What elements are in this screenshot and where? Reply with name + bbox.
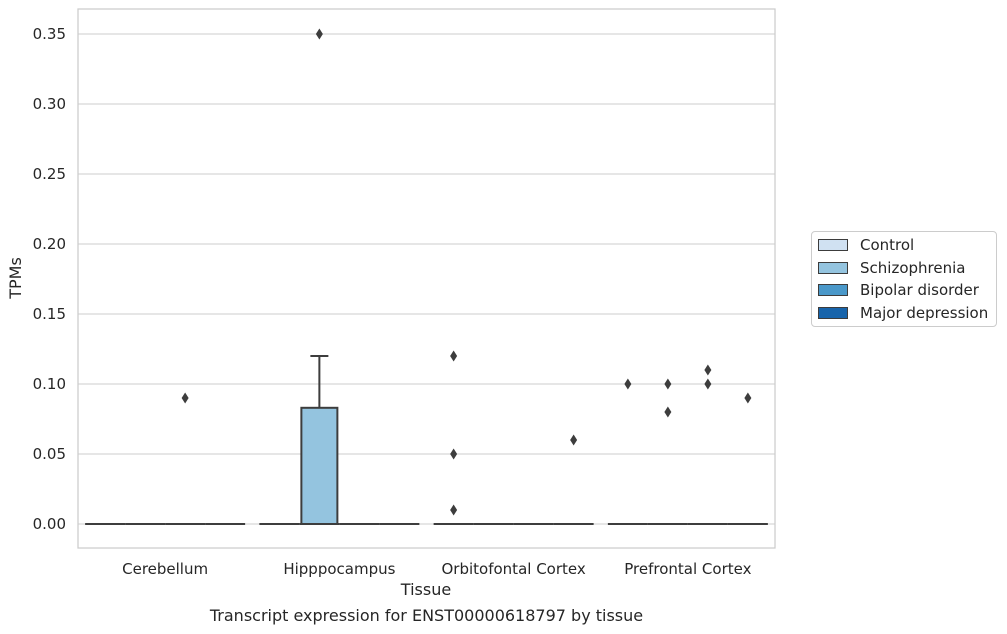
y-tick-labels: 0.00 0.05 0.10 0.15 0.20 0.25 0.30 0.35 bbox=[33, 25, 66, 533]
x-tick-labels: Cerebellum Hipppocampus Orbitofontal Corte… bbox=[122, 560, 751, 578]
box-schizophrenia-hipppocampus bbox=[299, 355, 340, 525]
legend-swatch-major-depression bbox=[818, 307, 848, 319]
y-tick-label: 0.00 bbox=[33, 515, 66, 533]
box-body bbox=[300, 406, 339, 525]
legend-swatch-schizophrenia bbox=[818, 262, 848, 274]
y-axis-label: TPMs bbox=[6, 257, 25, 300]
x-tick-label: Orbitofontal Cortex bbox=[442, 560, 586, 578]
outlier-point bbox=[704, 364, 712, 376]
x-tick-label: Hipppocampus bbox=[283, 560, 395, 578]
outlier-point bbox=[315, 28, 323, 40]
y-tick-label: 0.10 bbox=[33, 375, 66, 393]
x-tick-label: Prefrontal Cortex bbox=[624, 560, 751, 578]
box-layer bbox=[85, 355, 768, 525]
outlier-point bbox=[744, 392, 752, 404]
x-tick-label: Cerebellum bbox=[122, 560, 208, 578]
outlier-point bbox=[664, 406, 672, 418]
outlier-point bbox=[181, 392, 189, 404]
y-tick-label: 0.20 bbox=[33, 235, 66, 253]
plot-area-frame bbox=[77, 8, 776, 549]
legend: Control Schizophrenia Bipolar disorder M… bbox=[811, 231, 997, 327]
y-tick-label: 0.25 bbox=[33, 165, 66, 183]
outlier-point bbox=[450, 448, 458, 460]
legend-label-schizophrenia: Schizophrenia bbox=[860, 259, 966, 277]
outlier-point bbox=[624, 378, 632, 390]
x-axis-label: Tissue bbox=[400, 580, 451, 599]
y-tick-label: 0.35 bbox=[33, 25, 66, 43]
legend-label-bipolar-disorder: Bipolar disorder bbox=[860, 281, 979, 299]
legend-swatch-bipolar-disorder bbox=[818, 284, 848, 296]
y-tick-label: 0.15 bbox=[33, 305, 66, 323]
legend-label-control: Control bbox=[860, 236, 915, 254]
y-tick-label: 0.05 bbox=[33, 445, 66, 463]
legend-item-major-depression: Major depression bbox=[818, 303, 988, 323]
legend-item-control: Control bbox=[818, 235, 914, 255]
outlier-point bbox=[664, 378, 672, 390]
outlier-layer bbox=[181, 28, 752, 516]
legend-label-major-depression: Major depression bbox=[860, 304, 989, 322]
legend-swatch-control bbox=[818, 239, 848, 251]
y-tick-label: 0.30 bbox=[33, 95, 66, 113]
outlier-point bbox=[704, 378, 712, 390]
chart-caption: Transcript expression for ENST0000061879… bbox=[209, 606, 644, 625]
grid-layer bbox=[78, 33, 775, 525]
outlier-point bbox=[450, 350, 458, 362]
legend-item-schizophrenia: Schizophrenia bbox=[818, 258, 965, 278]
legend-item-bipolar-disorder: Bipolar disorder bbox=[818, 280, 979, 300]
outlier-point bbox=[570, 434, 578, 446]
outlier-point bbox=[450, 504, 458, 516]
